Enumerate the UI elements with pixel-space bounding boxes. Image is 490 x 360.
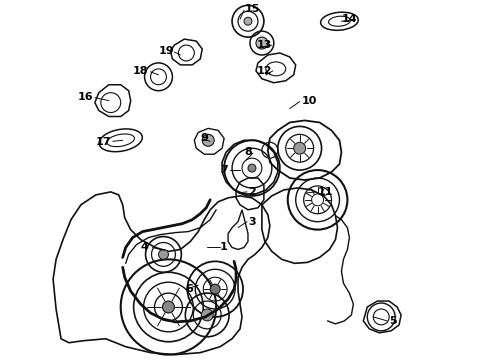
Text: 16: 16 xyxy=(77,92,93,102)
Circle shape xyxy=(201,309,213,321)
Circle shape xyxy=(202,134,214,146)
Circle shape xyxy=(244,17,252,25)
Text: 15: 15 xyxy=(245,4,260,14)
Text: 2: 2 xyxy=(248,187,256,197)
Circle shape xyxy=(158,249,169,260)
Circle shape xyxy=(163,301,174,313)
Text: 19: 19 xyxy=(159,46,174,56)
Text: 1: 1 xyxy=(220,243,228,252)
Text: 13: 13 xyxy=(256,40,272,50)
Text: 7: 7 xyxy=(220,165,228,175)
Circle shape xyxy=(248,164,256,172)
Text: 18: 18 xyxy=(133,66,148,76)
Text: 9: 9 xyxy=(200,133,208,143)
Circle shape xyxy=(294,142,306,154)
Text: 3: 3 xyxy=(248,217,256,227)
Circle shape xyxy=(256,37,268,49)
Circle shape xyxy=(210,284,220,294)
Text: 4: 4 xyxy=(141,243,148,252)
Text: 17: 17 xyxy=(95,137,111,147)
Text: 10: 10 xyxy=(302,96,317,105)
Text: 5: 5 xyxy=(389,316,397,326)
Text: 12: 12 xyxy=(256,66,272,76)
Text: 8: 8 xyxy=(244,147,252,157)
Text: 14: 14 xyxy=(342,14,357,24)
Text: 11: 11 xyxy=(318,187,333,197)
Text: 6: 6 xyxy=(185,284,193,294)
